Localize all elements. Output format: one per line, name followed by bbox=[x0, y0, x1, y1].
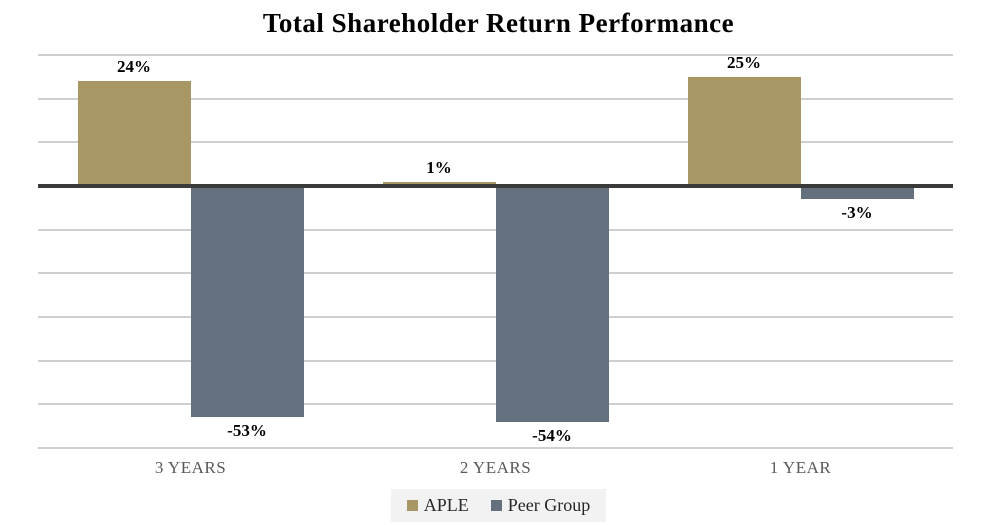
legend-box: APLE Peer Group bbox=[390, 489, 607, 522]
legend-swatch-aple-icon bbox=[406, 500, 418, 511]
x-axis-label-2-years: 2 YEARS bbox=[459, 458, 532, 477]
legend-swatch-peer-group-icon bbox=[490, 500, 502, 511]
bar-peer-group-1-year bbox=[800, 186, 914, 200]
legend: APLE Peer Group bbox=[0, 489, 997, 522]
bar-peer-group-3-years bbox=[190, 186, 304, 418]
value-label--53%: -53% bbox=[227, 421, 267, 441]
gridline-30 bbox=[38, 54, 953, 56]
x-axis-label-1-year: 1 YEAR bbox=[769, 458, 832, 477]
plot-area: 24% 1% 25% -53% -54% -3% bbox=[38, 52, 953, 449]
bar-aple-3-years bbox=[77, 81, 191, 186]
x-axis-label-3-years: 3 YEARS bbox=[154, 458, 227, 477]
gridline-10 bbox=[38, 141, 953, 144]
legend-label-aple: APLE bbox=[423, 495, 469, 515]
legend-item-aple: APLE bbox=[406, 495, 469, 516]
gridline-20 bbox=[38, 97, 953, 100]
value-label-1%: 1% bbox=[426, 157, 452, 177]
bar-aple-2-years bbox=[382, 181, 496, 186]
chart-title: Total Shareholder Return Performance bbox=[262, 8, 735, 38]
value-label--54%: -54% bbox=[532, 425, 572, 445]
legend-label-peer-group: Peer Group bbox=[507, 495, 591, 515]
gridline--60 bbox=[38, 447, 953, 449]
zero-axis-line bbox=[38, 184, 953, 188]
x-axis-labels: 3 YEARS 2 YEARS 1 YEAR bbox=[38, 458, 953, 478]
legend-item-peer-group: Peer Group bbox=[490, 495, 591, 516]
value-label--3%: -3% bbox=[841, 203, 873, 223]
value-label-24%: 24% bbox=[117, 57, 151, 77]
value-label-25%: 25% bbox=[727, 52, 761, 72]
bar-aple-1-year bbox=[687, 76, 801, 186]
bar-peer-group-2-years bbox=[495, 186, 609, 422]
